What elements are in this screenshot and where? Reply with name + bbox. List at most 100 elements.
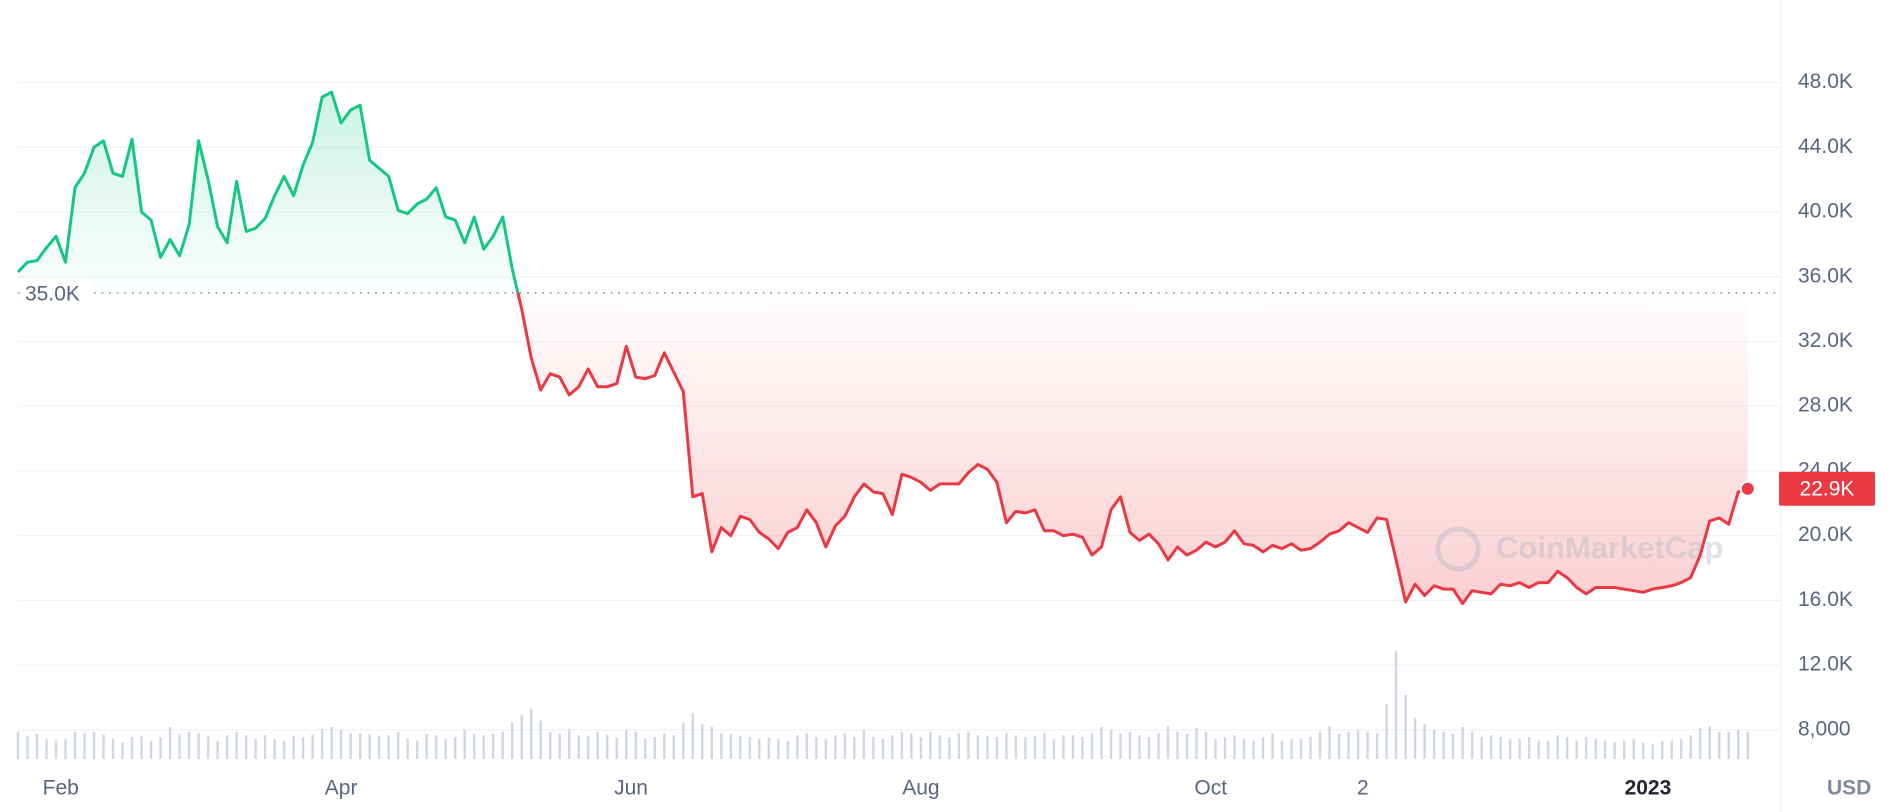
volume-bar: [1660, 740, 1664, 759]
volume-bar: [900, 731, 904, 759]
volume-bar: [834, 735, 837, 759]
y-tick-label: 32.0K: [1798, 329, 1853, 352]
price-line-down: [516, 292, 1749, 606]
volume-bar: [1632, 738, 1635, 759]
volume-bar: [1299, 738, 1303, 759]
volume-bar: [1461, 726, 1464, 759]
volume-bar: [1166, 726, 1170, 759]
volume-bar: [587, 736, 590, 759]
volume-bar: [1613, 742, 1616, 759]
volume-bars: [16, 651, 1749, 759]
volume-bar: [1280, 740, 1284, 759]
volume-bar: [1347, 731, 1350, 759]
volume-bar: [453, 737, 457, 759]
volume-bar: [1518, 738, 1521, 759]
volume-bar: [64, 738, 67, 759]
volume-bar: [1451, 733, 1455, 759]
volume-bar: [292, 736, 295, 759]
volume-bar: [1603, 740, 1607, 759]
volume-bar: [929, 731, 932, 759]
x-tick-label: Apr: [325, 777, 358, 800]
volume-bar: [948, 737, 951, 759]
volume-bar: [273, 738, 276, 759]
volume-bar: [339, 729, 343, 759]
volume-bar: [1375, 733, 1379, 759]
y-tick-label: 16.0K: [1798, 588, 1853, 611]
volume-bar: [663, 733, 666, 759]
volume-bar: [1622, 740, 1626, 759]
volume-bar: [910, 733, 913, 759]
volume-bar: [311, 734, 314, 759]
volume-bar: [1318, 731, 1322, 759]
volume-bar: [720, 733, 723, 759]
volume-bar: [26, 736, 29, 759]
volume-bar: [1565, 737, 1569, 759]
volume-bar: [511, 722, 514, 759]
volume-bar: [244, 735, 248, 759]
volume-bar: [824, 738, 828, 759]
volume-bar: [1680, 738, 1683, 759]
volume-bar: [1575, 740, 1578, 759]
volume-bar: [701, 724, 704, 759]
volume-bar: [967, 731, 970, 759]
volume-bar: [1404, 694, 1407, 759]
x-tick-label: Oct: [1194, 777, 1227, 800]
volume-bar: [425, 733, 428, 759]
volume-bar: [1489, 735, 1493, 759]
down-area: [18, 292, 1748, 604]
volume-bar: [549, 731, 552, 759]
volume-bar: [1147, 737, 1151, 759]
volume-bar: [73, 731, 77, 759]
volume-bar: [216, 740, 219, 759]
volume-bar: [1737, 729, 1740, 759]
volume-bar: [796, 735, 799, 759]
volume-bar: [995, 737, 999, 759]
labels: 8,00012.0K16.0K20.0K24.0K28.0K32.0K36.0K…: [43, 70, 1875, 800]
volume-bar: [1242, 738, 1246, 759]
volume-bar: [387, 735, 390, 759]
volume-bar: [739, 736, 742, 759]
volume-bar: [1204, 731, 1208, 759]
volume-bar: [1119, 733, 1122, 759]
volume-bar: [777, 738, 780, 759]
volume-bar: [111, 738, 115, 759]
volume-bar: [1480, 737, 1483, 759]
volume-bar: [558, 733, 561, 759]
volume-bar: [815, 737, 818, 759]
volume-bar: [1537, 740, 1540, 759]
volume-bar: [434, 735, 438, 759]
volume-bar: [1261, 737, 1265, 759]
volume-bar: [1128, 731, 1132, 759]
volume-bar: [644, 738, 647, 759]
volume-bar: [1014, 735, 1018, 759]
volume-bar: [872, 737, 875, 759]
y-tick-label: 40.0K: [1798, 200, 1853, 223]
volume-bar: [1385, 704, 1388, 759]
volume-bar: [1043, 733, 1046, 759]
volume-bar: [159, 737, 162, 759]
up-area: [18, 92, 518, 293]
volume-bar: [596, 731, 599, 759]
volume-bar: [140, 736, 143, 759]
volume-bar: [1527, 737, 1531, 759]
volume-bar: [368, 734, 371, 759]
volume-bar: [396, 731, 400, 759]
watermark: CoinMarketCap: [1435, 526, 1723, 572]
volume-bar: [1727, 731, 1730, 759]
watermark-text: CoinMarketCap: [1496, 530, 1723, 565]
volume-bar: [1699, 727, 1702, 759]
y-tick-label: 44.0K: [1798, 135, 1853, 158]
volume-bar: [805, 733, 809, 759]
volume-bar: [102, 734, 105, 759]
volume-bar: [130, 737, 134, 759]
volume-bar: [634, 731, 637, 759]
volume-bar: [1071, 735, 1075, 759]
y-tick-label: 48.0K: [1798, 70, 1853, 93]
volume-bar: [1081, 737, 1084, 759]
volume-bar: [606, 734, 609, 759]
volume-bar: [121, 742, 124, 759]
volume-bar: [330, 726, 333, 759]
volume-bar: [710, 726, 713, 759]
volume-bar: [1423, 724, 1426, 759]
volume-bar: [1109, 729, 1113, 759]
